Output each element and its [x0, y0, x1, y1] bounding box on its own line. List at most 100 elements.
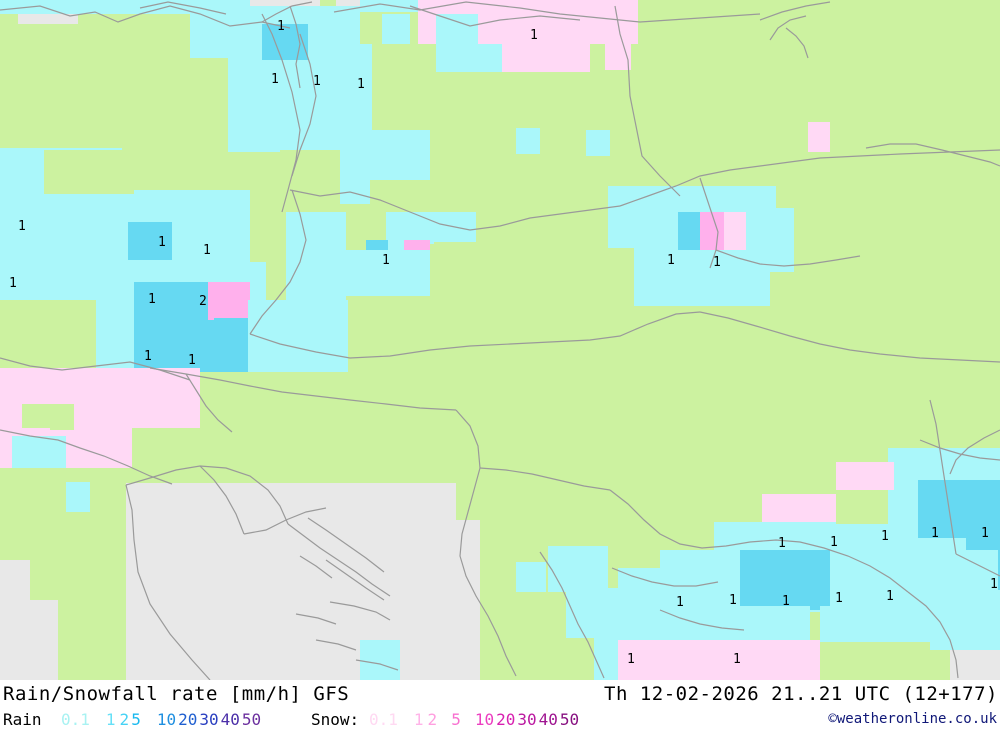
legend-tick: 5: [131, 710, 141, 729]
page-title: Rain/Snowfall rate [mm/h] GFS: [3, 683, 350, 705]
legend-tick: 0.1: [61, 710, 90, 729]
map-value-label: 1: [148, 292, 156, 307]
map-value-label: 1: [357, 77, 365, 92]
rain-cell-c-b: [340, 44, 370, 204]
rain-cell-e-d: [656, 268, 752, 306]
rain-cell-c-f: [432, 212, 476, 242]
legend-tick: 2: [427, 710, 438, 729]
map-value-label: 1: [981, 526, 989, 541]
map-value-label: 1: [271, 72, 279, 87]
rain-cell-e-e: [678, 212, 702, 250]
snow-cell-se-e: [640, 640, 820, 680]
rain-cell-se-o: [620, 606, 810, 642]
rain-cell-c-l: [586, 130, 610, 156]
snow-cell-se-d: [762, 494, 842, 522]
rain-cell-sw-b: [66, 482, 90, 512]
snow-cell-se-c: [836, 462, 894, 490]
map-value-label: 1: [277, 19, 285, 34]
snow-cell-alps-a: [208, 282, 250, 320]
rain-cell-sc-a: [548, 546, 608, 592]
rain-cell-nw-f: [262, 24, 308, 60]
rain-cell-sc-c: [360, 640, 400, 680]
map-value-label: 1: [9, 276, 17, 291]
rain-cell-n-h: [436, 44, 502, 72]
sea-tyrrhenian: [0, 600, 58, 680]
map-value-label: 1: [203, 243, 211, 258]
sea-ligurian: [0, 560, 30, 610]
rain-cell-alps-e: [248, 300, 348, 372]
snow-cell-n-h: [605, 12, 631, 70]
rain-cell-c-j: [286, 212, 346, 302]
rain-cell-nw-e: [228, 56, 280, 152]
rain-cell-alps-d: [214, 318, 254, 356]
rain-cell-c-m: [516, 562, 546, 592]
legend-tick: 40: [220, 710, 240, 729]
forecast-timestamp: Th 12-02-2026 21..21 UTC (12+177): [604, 683, 998, 705]
legend-tick: 10: [474, 710, 495, 729]
map-value-label: 1: [188, 353, 196, 368]
snow-cell-e-c: [808, 122, 830, 152]
map-value-label: 1: [144, 349, 152, 364]
map-value-label: 1: [733, 652, 741, 667]
map-value-label: 1: [713, 255, 721, 270]
snow-cell-se-f: [618, 640, 668, 680]
snow-cell-e-b: [724, 212, 746, 250]
snow-colour-scale: 0.1 1 2 5 10 20 30 40 50: [368, 710, 580, 729]
rain-cell-se-q: [820, 606, 940, 642]
map-value-label: 1: [667, 253, 675, 268]
map-value-label: 1: [530, 28, 538, 43]
legend-tick: 1: [413, 710, 424, 729]
map-value-label: 1: [313, 74, 321, 89]
rain-cell-n-f: [380, 14, 410, 44]
map-value-label: 1: [382, 253, 390, 268]
map-value-label: 1: [18, 219, 26, 234]
map-value-label: 1: [158, 235, 166, 250]
snow-cell-n-b: [500, 0, 625, 12]
land-hole-n-1: [360, 12, 382, 44]
legend-tick: 30: [199, 710, 219, 729]
map-value-label: 1: [627, 652, 635, 667]
rain-cell-c-i: [340, 250, 430, 296]
rain-cell-nw-l: [0, 238, 40, 298]
footer-title-row: Rain/Snowfall rate [mm/h] GFS Th 12-02-2…: [0, 680, 1000, 707]
map-value-label: 1: [931, 526, 939, 541]
map-footer: Rain/Snowfall rate [mm/h] GFS Th 12-02-2…: [0, 680, 1000, 733]
legend-tick: 30: [517, 710, 537, 729]
land-hole-nw-2: [44, 150, 134, 194]
rain-cell-nw-k: [128, 222, 172, 260]
legend-tick: 20: [178, 710, 198, 729]
snow-cell-n-i: [540, 44, 590, 72]
land-hole-sw-1: [22, 404, 74, 430]
legend-tick: 50: [241, 710, 262, 729]
rain-cell-se-r: [930, 590, 1000, 650]
map-value-label: 1: [782, 594, 790, 609]
rain-cell-sw-a: [12, 436, 66, 468]
legend-tick: 0.1: [369, 710, 398, 729]
legend-tick: 10: [156, 710, 177, 729]
legend-tick: 50: [559, 710, 580, 729]
rain-cell-n-d: [478, 13, 502, 44]
snow-cell-sw-c: [70, 398, 126, 464]
map-value-label: 1: [830, 535, 838, 550]
map-value-label: 1: [881, 529, 889, 544]
rain-cell-n-a: [360, 0, 422, 12]
map-value-label: 1: [778, 536, 786, 551]
map-value-label: 1: [990, 577, 998, 592]
legend-tick: 20: [496, 710, 516, 729]
legend-tick: 1: [105, 710, 116, 729]
copyright-notice: ©weatheronline.co.uk: [828, 711, 997, 727]
rain-colour-scale: 0.1 1 2 5 10 20 30 40 50: [60, 710, 262, 729]
footer-legend-row: Rain 0.1 1 2 5 10 20 30 40 50 Snow: 0.1 1 2 5 10 20 30…: [0, 706, 1000, 733]
map-value-label: 1: [835, 591, 843, 606]
map-value-label: 1: [886, 589, 894, 604]
map-value-label: 1: [676, 595, 684, 610]
rain-cell-c-k: [516, 128, 540, 154]
snow-legend-label: Snow:: [311, 710, 360, 729]
rain-cell-c-d: [340, 130, 430, 180]
precipitation-map[interactable]: 1 1 1 1 1 1 1 1 1 1 2 1 1 1 1 1 1 1 1 1 1 1 1 1 1 1 1 1 1: [0, 0, 1000, 680]
legend-tick: 5: [451, 710, 461, 729]
map-value-label: 2: [199, 294, 207, 309]
map-value-label: 1: [729, 593, 737, 608]
rain-legend-label: Rain: [3, 710, 42, 729]
